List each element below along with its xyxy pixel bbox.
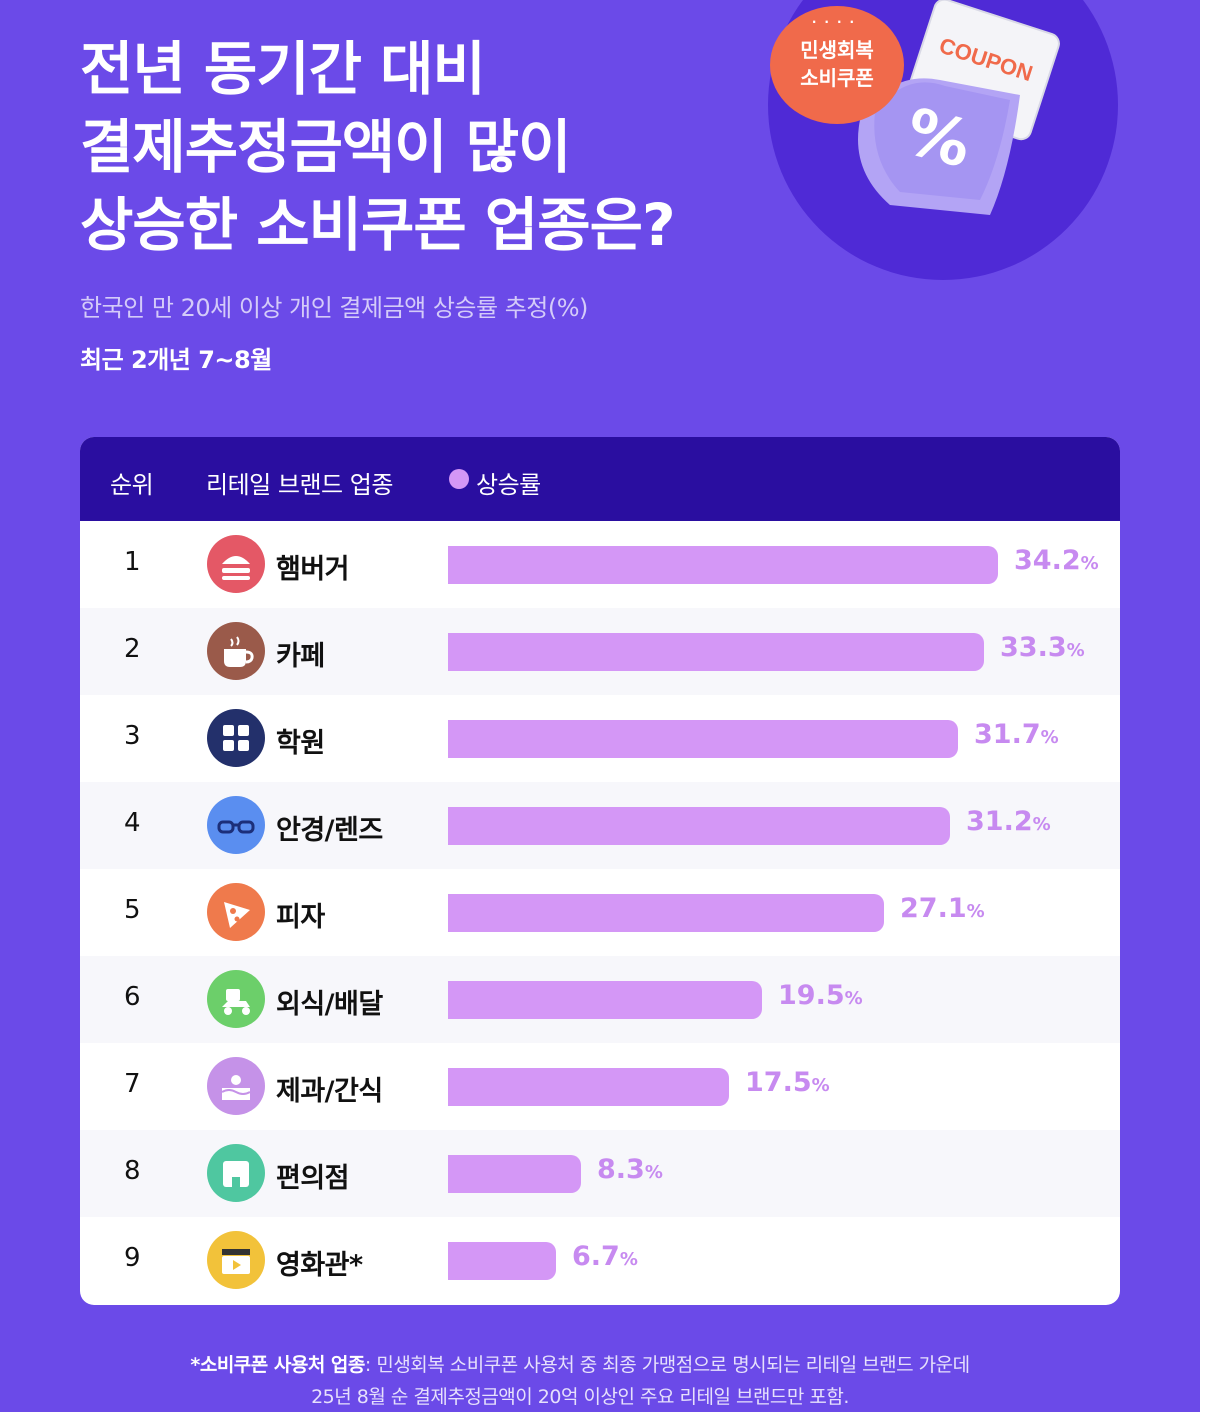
percent-unit: %: [811, 1075, 830, 1096]
ranking-table: 순위 리테일 브랜드 업종 상승률 1 햄버거 34.2% 2 카페 33.3% 3 학원 31…: [80, 437, 1120, 1305]
coupon-illustration: COUPON %: [820, 0, 1070, 230]
category-label: 편의점: [276, 1163, 350, 1194]
clapperboard-icon: [207, 1231, 265, 1289]
pizza-icon: [207, 883, 265, 941]
percent-unit: %: [644, 1162, 663, 1183]
rank-number: 4: [124, 808, 141, 838]
table-row: 8 편의점 8.3%: [80, 1130, 1120, 1217]
value-number: 27.1: [900, 893, 967, 924]
percent-unit: %: [1066, 640, 1085, 661]
table-row: 2 카페 33.3%: [80, 608, 1120, 695]
rank-number: 9: [124, 1243, 141, 1273]
footnote-line-1: *소비쿠폰 사용처 업종: 민생회복 소비쿠폰 사용처 중 최종 가맹점으로 명…: [0, 1350, 1160, 1377]
table-row: 6 외식/배달 19.5%: [80, 956, 1120, 1043]
table-row: 1 햄버거 34.2%: [80, 521, 1120, 608]
category-label: 카페: [276, 641, 325, 672]
value-number: 19.5: [778, 980, 845, 1011]
bar: [448, 807, 950, 845]
value-label: 34.2%: [1014, 545, 1099, 576]
rank-number: 1: [124, 547, 141, 577]
value-label: 17.5%: [745, 1067, 830, 1098]
bar: [448, 633, 984, 671]
bar: [448, 720, 958, 758]
badge-line-2: 소비쿠폰: [800, 66, 874, 90]
title-line-2: 결제추정금액이 많이: [80, 113, 571, 181]
cake-icon: [207, 1057, 265, 1115]
rank-number: 8: [124, 1156, 141, 1186]
value-number: 31.7: [974, 719, 1041, 750]
category-label: 햄버거: [276, 554, 350, 585]
table-row: 5 피자 27.1%: [80, 869, 1120, 956]
column-category-header: 리테일 브랜드 업종: [206, 471, 393, 499]
bar: [448, 1068, 729, 1106]
value-label: 33.3%: [1000, 632, 1085, 663]
rank-number: 5: [124, 895, 141, 925]
footnote-line-2: 25년 8월 순 결제추정금액이 20억 이상인 주요 리테일 브랜드만 포함.: [311, 1386, 849, 1408]
value-number: 8.3: [597, 1154, 645, 1185]
value-label: 31.2%: [966, 806, 1051, 837]
percent-unit: %: [966, 901, 985, 922]
value-label: 8.3%: [597, 1154, 663, 1185]
rank-number: 3: [124, 721, 141, 751]
percent-unit: %: [619, 1249, 638, 1270]
value-label: 31.7%: [974, 719, 1059, 750]
category-label: 외식/배달: [276, 989, 383, 1020]
delivery-scooter-icon: [207, 970, 265, 1028]
value-label: 19.5%: [778, 980, 863, 1011]
page-title: 전년 동기간 대비 결제추정금액이 많이 상승한 소비쿠폰 업종은?: [80, 30, 676, 264]
glasses-icon: [207, 796, 265, 854]
calculator-icon: [207, 709, 265, 767]
coffee-cup-icon: [207, 622, 265, 680]
footnote-text: : 민생회복 소비쿠폰 사용처 중 최종 가맹점으로 명시되는 리테일 브랜드 …: [364, 1354, 970, 1376]
bar: [448, 981, 762, 1019]
hamburger-icon: [207, 535, 265, 593]
bar: [448, 546, 998, 584]
chart-subtitle: 한국인 만 20세 이상 개인 결제금액 상승률 추정(%): [80, 294, 588, 322]
legend-label: 상승률: [476, 471, 541, 499]
table-row: 3 학원 31.7%: [80, 695, 1120, 782]
convenience-store-icon: [207, 1144, 265, 1202]
rank-number: 6: [124, 982, 141, 1012]
value-label: 27.1%: [900, 893, 985, 924]
value-number: 17.5: [745, 1067, 812, 1098]
category-label: 학원: [276, 728, 325, 759]
category-label: 제과/간식: [276, 1076, 383, 1107]
period-label: 최근 2개년 7~8월: [80, 346, 272, 374]
coupon-badge: ···· 민생회복 소비쿠폰: [770, 6, 904, 124]
table-row: 9 영화관* 6.7%: [80, 1217, 1120, 1304]
title-line-3: 상승한 소비쿠폰 업종은?: [80, 191, 676, 259]
badge-dots: ····: [811, 15, 863, 29]
title-line-1: 전년 동기간 대비: [80, 35, 486, 103]
bar: [448, 1155, 581, 1193]
rank-number: 2: [124, 634, 141, 664]
bar: [448, 894, 884, 932]
column-rank-header: 순위: [110, 471, 154, 499]
footnote-bold: *소비쿠폰 사용처 업종: [190, 1354, 365, 1376]
percent-unit: %: [844, 988, 863, 1009]
value-number: 31.2: [966, 806, 1033, 837]
value-number: 33.3: [1000, 632, 1067, 663]
value-label: 6.7%: [572, 1241, 638, 1272]
category-label: 안경/렌즈: [276, 815, 383, 846]
percent-unit: %: [1080, 553, 1099, 574]
percent-unit: %: [1040, 727, 1059, 748]
bar: [448, 1242, 556, 1280]
value-number: 34.2: [1014, 545, 1081, 576]
table-row: 7 제과/간식 17.5%: [80, 1043, 1120, 1130]
table-header: 순위 리테일 브랜드 업종 상승률: [80, 437, 1120, 521]
percent-unit: %: [1032, 814, 1051, 835]
table-row: 4 안경/렌즈 31.2%: [80, 782, 1120, 869]
category-label: 영화관*: [276, 1250, 363, 1281]
badge-line-1: 민생회복: [800, 38, 874, 62]
rank-number: 7: [124, 1069, 141, 1099]
category-label: 피자: [276, 902, 325, 933]
value-number: 6.7: [572, 1241, 620, 1272]
legend-dot: [449, 469, 469, 489]
